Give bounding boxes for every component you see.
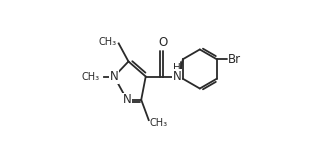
Text: O: O [158,36,168,49]
Text: CH₃: CH₃ [98,37,116,47]
Text: CH₃: CH₃ [82,71,100,82]
Text: N: N [110,70,119,83]
Text: H: H [173,63,181,73]
Text: CH₃: CH₃ [150,118,168,128]
Text: N: N [173,70,182,83]
Text: N: N [123,93,131,106]
Text: Br: Br [228,53,241,66]
